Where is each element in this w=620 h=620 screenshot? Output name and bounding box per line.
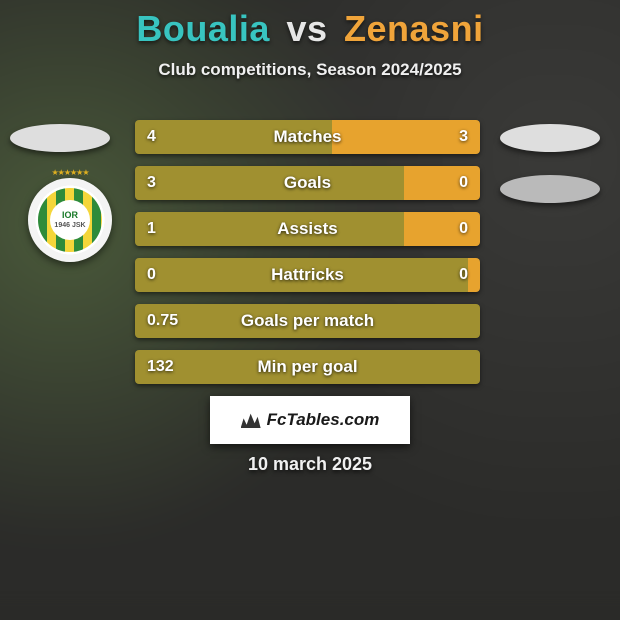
brand-text: FcTables.com [267, 410, 380, 430]
stat-left-value: 3 [135, 166, 404, 200]
player2-club-placeholder [500, 175, 600, 203]
stat-row: 10Assists [135, 212, 480, 246]
stat-left-value: 132 [135, 350, 480, 384]
stat-right-value: 0 [404, 212, 480, 246]
stat-row: 0.75Goals per match [135, 304, 480, 338]
stat-row: 00Hattricks [135, 258, 480, 292]
player1-name: Boualia [136, 8, 270, 49]
stats-container: 43Matches 30Goals 10Assists 00Hattricks 0.75… [135, 120, 480, 396]
subtitle: Club competitions, Season 2024/2025 [0, 60, 620, 80]
crest-abbr: IOR [62, 211, 78, 220]
player1-photo-placeholder [10, 124, 110, 152]
stat-row: 132Min per goal [135, 350, 480, 384]
date-text: 10 march 2025 [0, 454, 620, 475]
stat-right-value: 3 [332, 120, 480, 154]
brand-badge: FcTables.com [210, 396, 410, 444]
stat-right-value: 0 [404, 166, 480, 200]
stat-left-value: 0 [135, 258, 468, 292]
stat-row: 43Matches [135, 120, 480, 154]
crest-stars-icon: ★★★★★★ [28, 168, 112, 177]
player1-club-crest: ★★★★★★ IOR 1946 JSK [28, 178, 112, 262]
player2-photo-placeholder [500, 124, 600, 152]
stat-right-value: 0 [468, 258, 480, 292]
vs-text: vs [286, 8, 327, 49]
crest-years: 1946 JSK [54, 222, 85, 229]
player2-name: Zenasni [344, 8, 484, 49]
stat-left-value: 4 [135, 120, 332, 154]
stat-left-value: 0.75 [135, 304, 480, 338]
comparison-title: Boualia vs Zenasni [0, 0, 620, 50]
fctables-logo-icon [241, 412, 261, 428]
stat-row: 30Goals [135, 166, 480, 200]
stat-left-value: 1 [135, 212, 404, 246]
